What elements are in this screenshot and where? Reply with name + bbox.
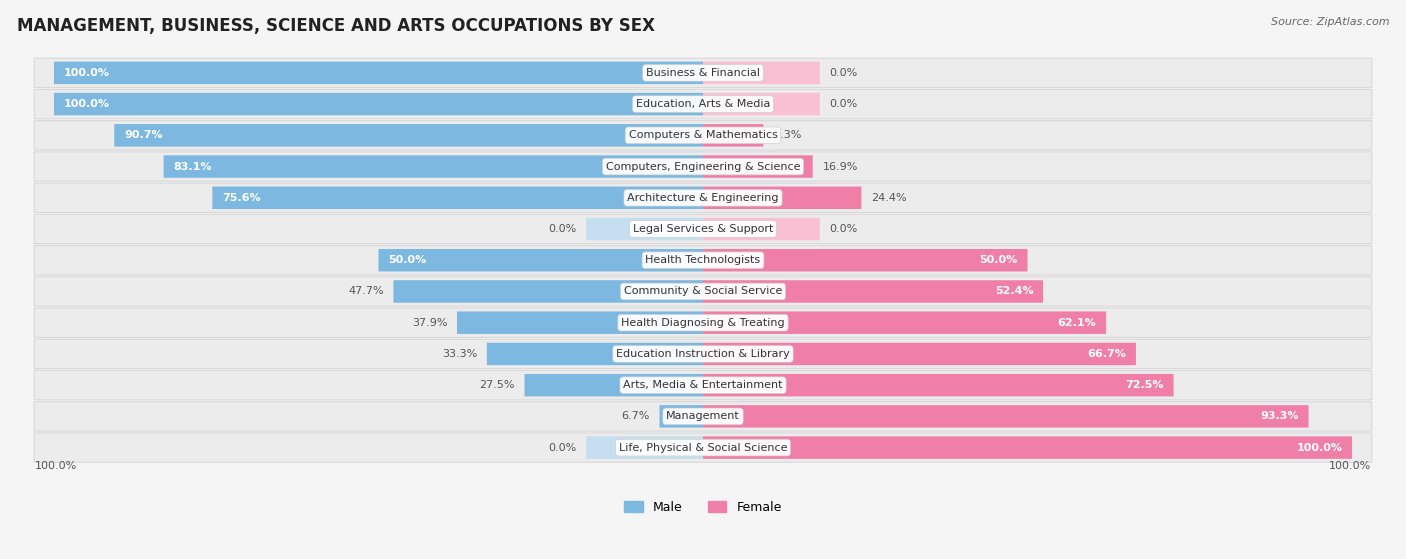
FancyBboxPatch shape xyxy=(34,58,1372,88)
Text: 72.5%: 72.5% xyxy=(1125,380,1164,390)
Text: Management: Management xyxy=(666,411,740,421)
FancyBboxPatch shape xyxy=(114,124,703,146)
FancyBboxPatch shape xyxy=(703,249,1028,272)
FancyBboxPatch shape xyxy=(34,433,1372,462)
FancyBboxPatch shape xyxy=(586,437,703,459)
Text: Life, Physical & Social Science: Life, Physical & Social Science xyxy=(619,443,787,453)
FancyBboxPatch shape xyxy=(34,245,1372,275)
Text: Legal Services & Support: Legal Services & Support xyxy=(633,224,773,234)
FancyBboxPatch shape xyxy=(703,187,862,209)
Text: 0.0%: 0.0% xyxy=(830,99,858,109)
FancyBboxPatch shape xyxy=(378,249,703,272)
Text: Education, Arts & Media: Education, Arts & Media xyxy=(636,99,770,109)
Text: 37.9%: 37.9% xyxy=(412,318,447,328)
FancyBboxPatch shape xyxy=(486,343,703,365)
FancyBboxPatch shape xyxy=(394,280,703,303)
FancyBboxPatch shape xyxy=(53,93,703,115)
FancyBboxPatch shape xyxy=(163,155,703,178)
FancyBboxPatch shape xyxy=(703,311,1107,334)
FancyBboxPatch shape xyxy=(53,61,703,84)
FancyBboxPatch shape xyxy=(34,371,1372,400)
FancyBboxPatch shape xyxy=(524,374,703,396)
FancyBboxPatch shape xyxy=(34,402,1372,431)
Text: 100.0%: 100.0% xyxy=(63,68,110,78)
FancyBboxPatch shape xyxy=(34,308,1372,338)
Text: 9.3%: 9.3% xyxy=(773,130,801,140)
FancyBboxPatch shape xyxy=(703,93,820,115)
FancyBboxPatch shape xyxy=(703,218,820,240)
Text: Architecture & Engineering: Architecture & Engineering xyxy=(627,193,779,203)
Text: 27.5%: 27.5% xyxy=(479,380,515,390)
FancyBboxPatch shape xyxy=(34,214,1372,244)
Text: Computers & Mathematics: Computers & Mathematics xyxy=(628,130,778,140)
FancyBboxPatch shape xyxy=(34,183,1372,212)
FancyBboxPatch shape xyxy=(34,89,1372,119)
Text: 50.0%: 50.0% xyxy=(980,255,1018,265)
Text: 52.4%: 52.4% xyxy=(994,286,1033,296)
Text: 6.7%: 6.7% xyxy=(621,411,650,421)
Text: 100.0%: 100.0% xyxy=(1296,443,1343,453)
Text: Computers, Engineering & Science: Computers, Engineering & Science xyxy=(606,162,800,172)
Text: 16.9%: 16.9% xyxy=(823,162,858,172)
Text: 50.0%: 50.0% xyxy=(388,255,426,265)
FancyBboxPatch shape xyxy=(34,277,1372,306)
Text: Health Technologists: Health Technologists xyxy=(645,255,761,265)
FancyBboxPatch shape xyxy=(703,61,820,84)
FancyBboxPatch shape xyxy=(703,437,1353,459)
Text: 93.3%: 93.3% xyxy=(1260,411,1299,421)
Text: 62.1%: 62.1% xyxy=(1057,318,1097,328)
Text: Education Instruction & Library: Education Instruction & Library xyxy=(616,349,790,359)
Text: Health Diagnosing & Treating: Health Diagnosing & Treating xyxy=(621,318,785,328)
FancyBboxPatch shape xyxy=(703,405,1309,428)
FancyBboxPatch shape xyxy=(703,124,763,146)
Text: 75.6%: 75.6% xyxy=(222,193,260,203)
Text: Community & Social Service: Community & Social Service xyxy=(624,286,782,296)
Legend: Male, Female: Male, Female xyxy=(624,501,782,514)
Text: 100.0%: 100.0% xyxy=(35,461,77,471)
FancyBboxPatch shape xyxy=(703,155,813,178)
Text: Arts, Media & Entertainment: Arts, Media & Entertainment xyxy=(623,380,783,390)
Text: 0.0%: 0.0% xyxy=(830,68,858,78)
Text: 100.0%: 100.0% xyxy=(63,99,110,109)
FancyBboxPatch shape xyxy=(659,405,703,428)
Text: 66.7%: 66.7% xyxy=(1087,349,1126,359)
Text: 100.0%: 100.0% xyxy=(1329,461,1371,471)
Text: Business & Financial: Business & Financial xyxy=(645,68,761,78)
Text: 0.0%: 0.0% xyxy=(830,224,858,234)
Text: 47.7%: 47.7% xyxy=(349,286,384,296)
FancyBboxPatch shape xyxy=(586,218,703,240)
Text: Source: ZipAtlas.com: Source: ZipAtlas.com xyxy=(1271,17,1389,27)
Text: 0.0%: 0.0% xyxy=(548,443,576,453)
Text: 90.7%: 90.7% xyxy=(124,130,163,140)
Text: 83.1%: 83.1% xyxy=(173,162,212,172)
FancyBboxPatch shape xyxy=(703,343,1136,365)
FancyBboxPatch shape xyxy=(703,280,1043,303)
FancyBboxPatch shape xyxy=(34,152,1372,181)
FancyBboxPatch shape xyxy=(34,121,1372,150)
Text: 0.0%: 0.0% xyxy=(548,224,576,234)
Text: 24.4%: 24.4% xyxy=(872,193,907,203)
FancyBboxPatch shape xyxy=(34,339,1372,368)
FancyBboxPatch shape xyxy=(457,311,703,334)
FancyBboxPatch shape xyxy=(703,374,1174,396)
Text: 33.3%: 33.3% xyxy=(441,349,477,359)
Text: MANAGEMENT, BUSINESS, SCIENCE AND ARTS OCCUPATIONS BY SEX: MANAGEMENT, BUSINESS, SCIENCE AND ARTS O… xyxy=(17,17,655,35)
FancyBboxPatch shape xyxy=(212,187,703,209)
